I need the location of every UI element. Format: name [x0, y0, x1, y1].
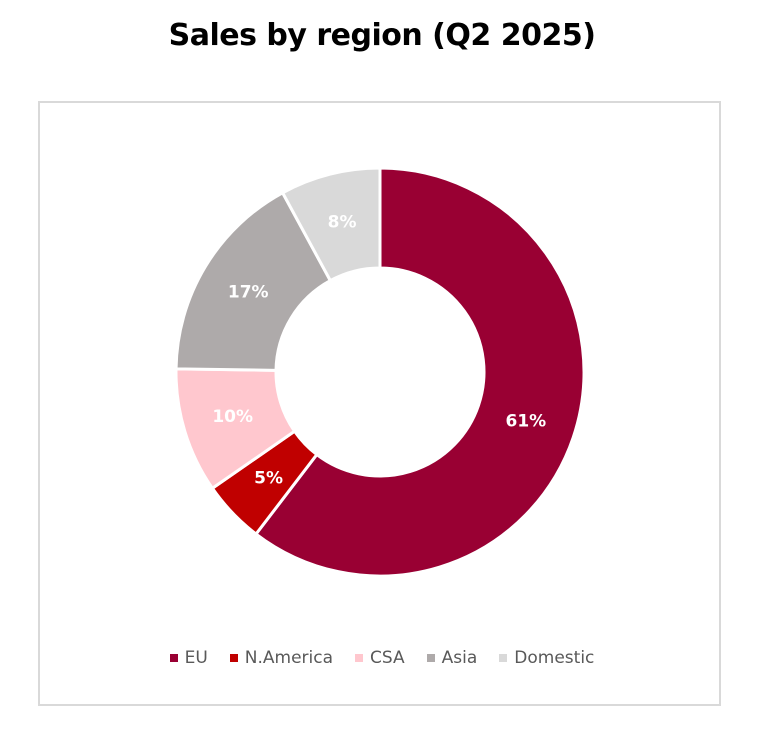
- slice-eu: [253, 166, 586, 578]
- legend-item-asia: Asia: [426, 648, 478, 668]
- data-label-csa: 10%: [212, 407, 253, 427]
- legend-item-eu: EU: [169, 648, 208, 668]
- legend: EU N.America CSA Asia Domestic: [0, 648, 764, 668]
- legend-label: N.America: [244, 648, 334, 668]
- legend-label: CSA: [370, 648, 405, 668]
- legend-item-n-america: N.America: [229, 648, 334, 668]
- data-label-asia: 17%: [228, 282, 269, 302]
- legend-swatch: [355, 654, 364, 662]
- slice-asia: [174, 190, 333, 372]
- legend-swatch: [229, 654, 238, 662]
- labels-group: 61% 5% 10% 17% 8%: [212, 213, 546, 489]
- legend-item-domestic: Domestic: [499, 648, 594, 668]
- slices-group: [174, 166, 586, 578]
- legend-item-csa: CSA: [355, 648, 405, 668]
- data-label-eu: 61%: [506, 411, 547, 431]
- legend-label: EU: [184, 648, 208, 668]
- legend-swatch: [426, 654, 435, 662]
- legend-swatch: [499, 654, 508, 662]
- data-label-domestic: 8%: [328, 213, 357, 233]
- slice-domestic: [280, 166, 382, 283]
- chart-title: Sales by region (Q2 2025): [168, 18, 596, 53]
- legend-swatch: [169, 654, 178, 662]
- legend-label: Domestic: [514, 648, 595, 668]
- data-label-n-america: 5%: [254, 468, 283, 488]
- legend-label: Asia: [441, 648, 478, 668]
